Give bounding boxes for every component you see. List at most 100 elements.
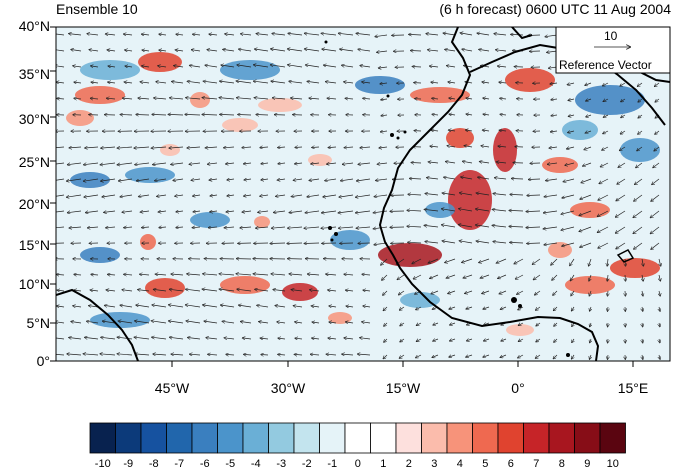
wind-vector (240, 227, 252, 228)
wind-vector (400, 323, 405, 326)
wind-vector (589, 290, 591, 296)
wind-vector (226, 163, 235, 164)
colorbar-label: -2 (301, 458, 312, 470)
anomaly-contour (446, 128, 474, 148)
wind-vector (494, 34, 507, 35)
wind-vector (563, 178, 575, 182)
wind-vector (57, 274, 65, 275)
wind-vector (253, 274, 269, 275)
wind-vector (449, 355, 456, 357)
wind-vector (425, 242, 439, 244)
wind-vector (191, 179, 201, 180)
wind-vector (256, 34, 269, 35)
wind-vector (219, 289, 235, 292)
wind-vector (308, 274, 320, 275)
wind-vector (291, 195, 303, 197)
wind-vector (476, 225, 490, 228)
wind-vector (597, 226, 609, 232)
wind-vector (476, 209, 490, 212)
colorbar-label: 8 (558, 458, 565, 470)
wind-vector (356, 194, 371, 197)
lat-label-20n: 20°N (18, 196, 50, 212)
wind-vector (565, 162, 575, 165)
wind-vector (638, 130, 643, 134)
wind-vector (373, 210, 388, 213)
map-frame (55, 26, 671, 362)
wind-vector (551, 258, 558, 265)
wind-vector (445, 49, 456, 51)
wind-vector (483, 98, 490, 99)
wind-vector (103, 321, 116, 324)
wind-vector (85, 337, 99, 339)
wind-vector (377, 51, 388, 52)
wind-vector (344, 147, 354, 148)
wind-vector (151, 321, 167, 324)
wind-vector (117, 162, 133, 165)
wind-vector (291, 98, 303, 99)
wind-vector (518, 323, 524, 325)
wind-vector (204, 321, 218, 324)
plot-title-left: Ensemble 10 (56, 1, 138, 17)
wind-vector (170, 289, 184, 291)
wind-vector (339, 33, 354, 35)
wind-vector (225, 34, 235, 35)
colorbar-label: 1 (380, 458, 387, 470)
wind-vector (607, 258, 608, 266)
wind-vector (153, 354, 167, 355)
wind-vector (273, 290, 286, 292)
wind-vector (190, 354, 201, 355)
wind-vector (152, 114, 167, 115)
wind-vector (172, 82, 184, 84)
wind-vector (176, 227, 184, 228)
wind-vector (311, 163, 320, 164)
wind-vector (278, 147, 286, 148)
wind-vector (495, 178, 507, 179)
wind-vector (653, 162, 660, 168)
wind-vector (85, 147, 99, 148)
wind-vector (551, 131, 558, 132)
wind-vector (554, 338, 558, 342)
wind-vector (459, 241, 473, 244)
wind-vector (139, 195, 150, 197)
wind-vector (74, 290, 82, 291)
wind-vector (358, 49, 371, 51)
wind-vector (511, 34, 524, 35)
wind-vector (467, 339, 473, 341)
wind-vector (599, 178, 609, 184)
wind-vector (342, 65, 354, 67)
colorbar-swatch (599, 422, 626, 454)
anomaly-contour (145, 278, 185, 298)
anomaly-contour (620, 138, 660, 162)
wind-vector (444, 177, 456, 179)
wind-vector (554, 306, 558, 311)
wind-vector (135, 321, 150, 324)
wind-vector (187, 81, 201, 83)
wind-vector (56, 210, 65, 213)
wind-vector (625, 274, 626, 281)
wind-vector (616, 226, 626, 233)
anomaly-contour (160, 144, 180, 156)
wind-vector (518, 306, 524, 310)
anomaly-contour (493, 128, 517, 172)
wind-vector (227, 195, 235, 196)
wind-vector (219, 274, 235, 275)
colorbar-swatch (268, 422, 295, 454)
wind-vector (408, 194, 422, 195)
wind-vector (448, 290, 456, 294)
wind-vector (554, 322, 558, 326)
wind-vector (360, 147, 371, 148)
reference-vector-box (555, 26, 671, 74)
wind-vector (552, 274, 558, 280)
colorbar-label: 6 (507, 458, 514, 470)
wind-vector (326, 82, 337, 83)
anomaly-contour (254, 216, 270, 228)
wind-vector (459, 225, 473, 228)
wind-vector (239, 305, 252, 308)
wind-vector (159, 34, 167, 35)
wind-vector (585, 83, 592, 85)
wind-vector (568, 99, 575, 100)
wind-vector (151, 147, 167, 148)
wind-vector (117, 354, 133, 355)
wind-vector (344, 82, 354, 83)
wind-vector (224, 147, 235, 148)
